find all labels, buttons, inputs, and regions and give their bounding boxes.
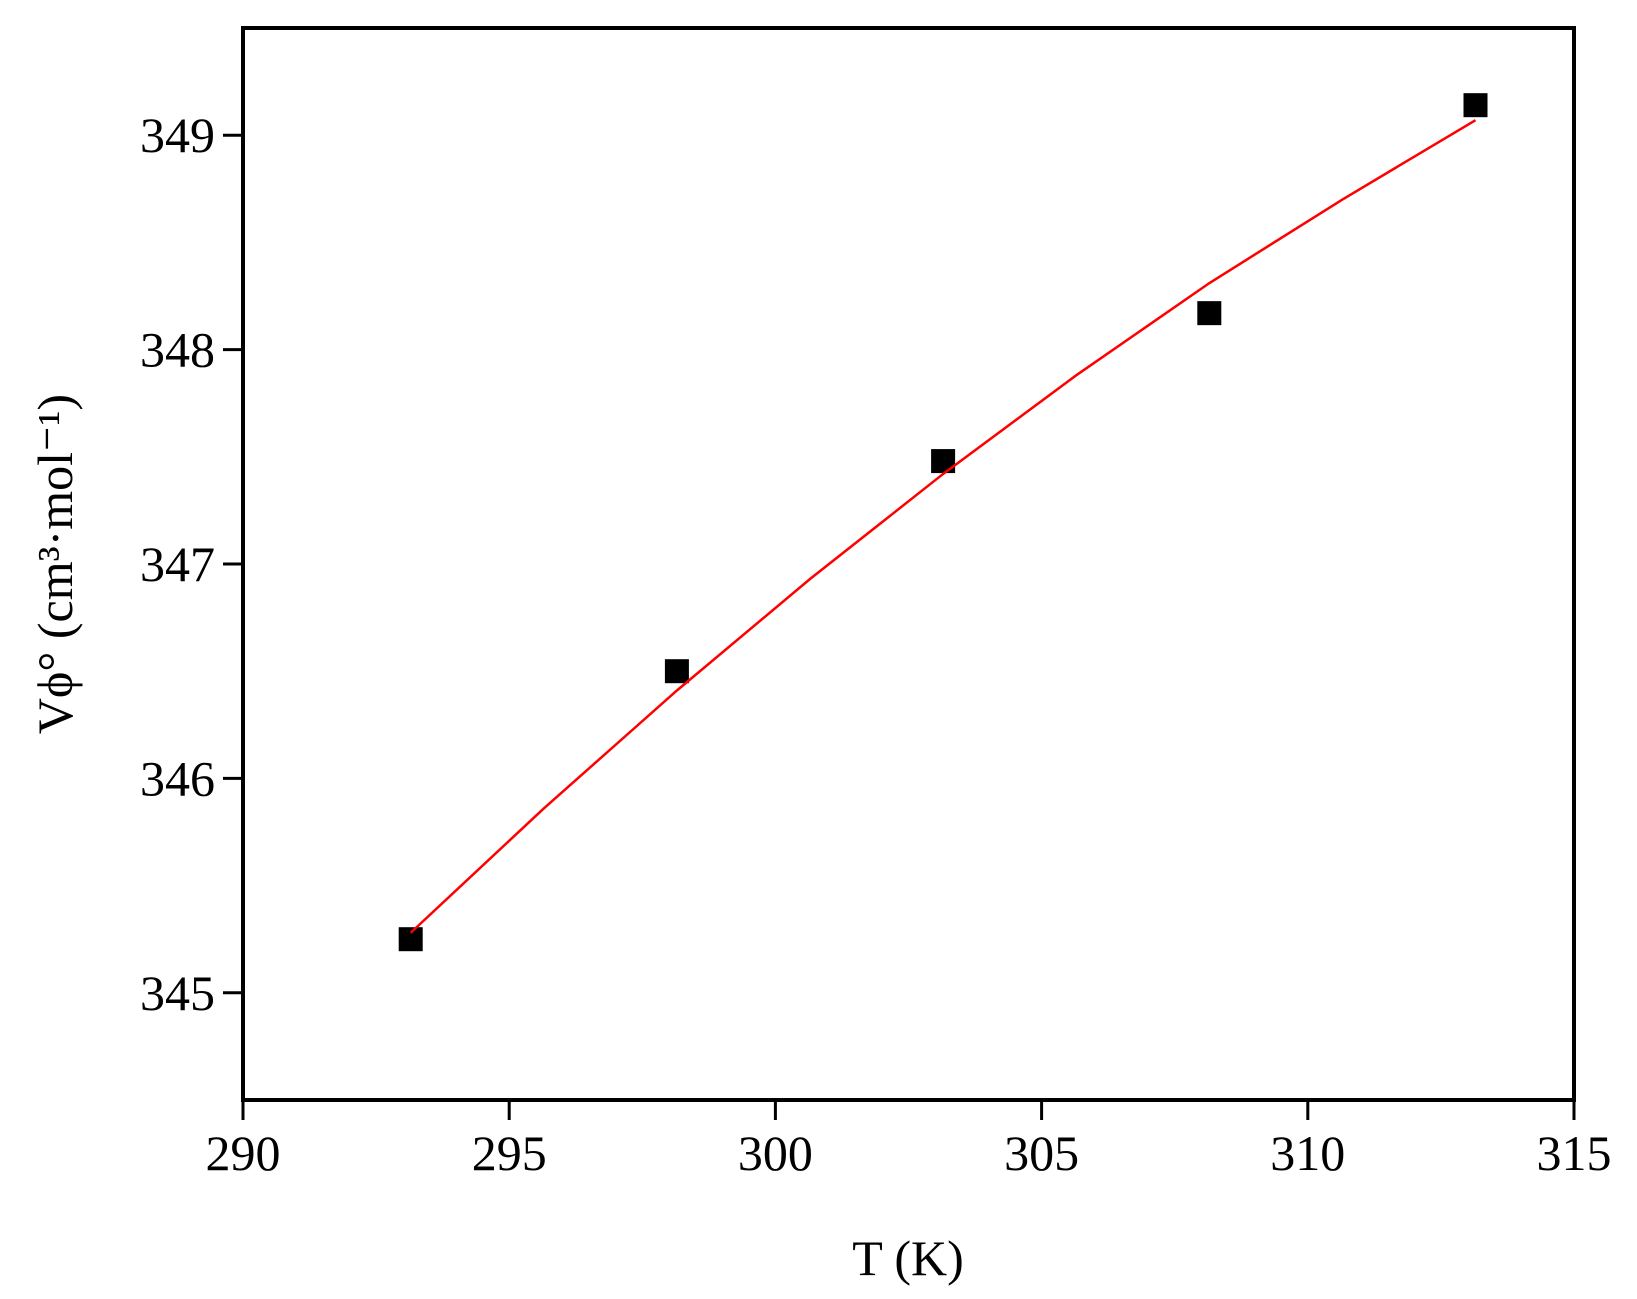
x-axis-label: T (K): [852, 1230, 964, 1286]
x-tick-label: 295: [472, 1125, 547, 1181]
data-point: [664, 659, 689, 684]
plot-frame: [241, 26, 1576, 1102]
data-point: [931, 449, 956, 474]
y-tick-label: 347: [140, 536, 215, 592]
data-point: [398, 927, 423, 952]
fit-line: [409, 119, 1477, 934]
data-point: [1463, 93, 1488, 118]
y-tick-label: 345: [140, 965, 215, 1021]
y-tick-label: 346: [140, 750, 215, 806]
y-tick-label: 349: [140, 107, 215, 163]
x-tick-label: 300: [738, 1125, 813, 1181]
y-axis-label: Vϕ° (cm³·mol⁻¹): [27, 394, 83, 734]
x-tick-label: 310: [1270, 1125, 1345, 1181]
y-tick-label: 348: [140, 322, 215, 378]
data-point: [1197, 301, 1222, 326]
x-tick-label: 315: [1537, 1125, 1612, 1181]
x-tick-label: 290: [206, 1125, 281, 1181]
x-tick-label: 305: [1004, 1125, 1079, 1181]
